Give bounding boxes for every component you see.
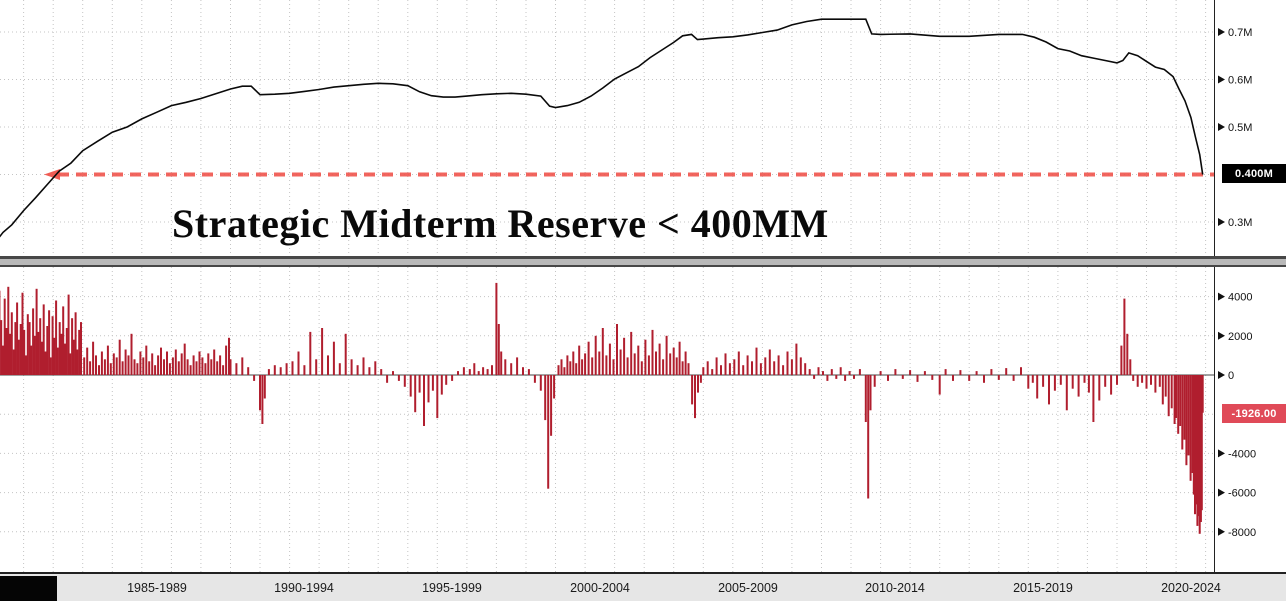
x-axis-label: 2010-2014 — [865, 581, 925, 595]
y-axis-tick-label: 0.6M — [1228, 75, 1252, 87]
weekly-change-svg: 4000 2000 0 -4000 -6000 -8000 — [0, 267, 1256, 572]
axis-tick-arrow-icon — [1218, 75, 1225, 84]
y-axis-tick-label: 0 — [1228, 370, 1234, 382]
y-axis-tick-label: 2000 — [1228, 331, 1252, 343]
y-axis-tick-label: 0.3M — [1228, 217, 1252, 229]
axis-tick-arrow-icon — [1218, 123, 1225, 131]
x-axis-label: 1985-1989 — [127, 581, 187, 595]
axis-tick-arrow-icon — [1218, 28, 1225, 36]
axis-tick-arrow-icon — [1218, 449, 1225, 458]
x-axis-label: 1995-1999 — [422, 581, 482, 595]
y-axis-tick-label: -8000 — [1228, 527, 1256, 539]
x-axis-label: 2000-2004 — [570, 581, 630, 595]
x-axis-strip: 1985-1989 1990-1994 1995-1999 2000-2004 2005… — [0, 572, 1286, 601]
reserve-level-panel: 0.7M 0.6M 0.5M 0.3M — [0, 0, 1286, 256]
weekly-change-bars — [0, 282, 1204, 534]
y-axis-tick-label: -6000 — [1228, 488, 1256, 500]
axis-tick-arrow-icon — [1218, 218, 1225, 226]
axis-tick-arrow-icon — [1218, 292, 1225, 301]
x-axis-label: 1990-1994 — [274, 581, 334, 595]
y-axis-tick-label: 0.5M — [1228, 122, 1252, 134]
x-axis-label: 2015-2019 — [1013, 581, 1073, 595]
panel-divider — [0, 256, 1286, 267]
y-axis-tick-label: 4000 — [1228, 292, 1252, 304]
gridlines — [0, 267, 1215, 572]
y-axis-tick-label: 0.7M — [1228, 27, 1252, 39]
x-axis-label: 2020-2024 — [1161, 581, 1221, 595]
chart-title: Strategic Midterm Reserve < 400MM — [172, 201, 829, 246]
x-axis-corner-box — [0, 576, 57, 601]
y-axis-tick-label: -4000 — [1228, 448, 1256, 460]
weekly-change-panel: 4000 2000 0 -4000 -6000 -8000 — [0, 267, 1286, 572]
y-axis-labels: 4000 2000 0 -4000 -6000 -8000 — [1218, 292, 1256, 539]
axis-tick-arrow-icon — [1218, 371, 1225, 379]
target-dashed-arrow — [44, 169, 1214, 180]
y-axis-labels: 0.7M 0.6M 0.5M 0.3M — [1218, 27, 1252, 229]
axis-tick-arrow-icon — [1218, 331, 1225, 340]
reserve-line-series — [0, 18, 1204, 238]
axis-tick-arrow-icon — [1218, 527, 1225, 536]
last-value-box-change: -1926.00 — [1222, 404, 1286, 423]
reserve-level-svg: 0.7M 0.6M 0.5M 0.3M — [0, 0, 1252, 256]
axis-tick-arrow-icon — [1218, 488, 1225, 497]
x-axis-label: 2005-2009 — [718, 581, 778, 595]
last-value-box-reserve: 0.400M — [1222, 164, 1286, 183]
